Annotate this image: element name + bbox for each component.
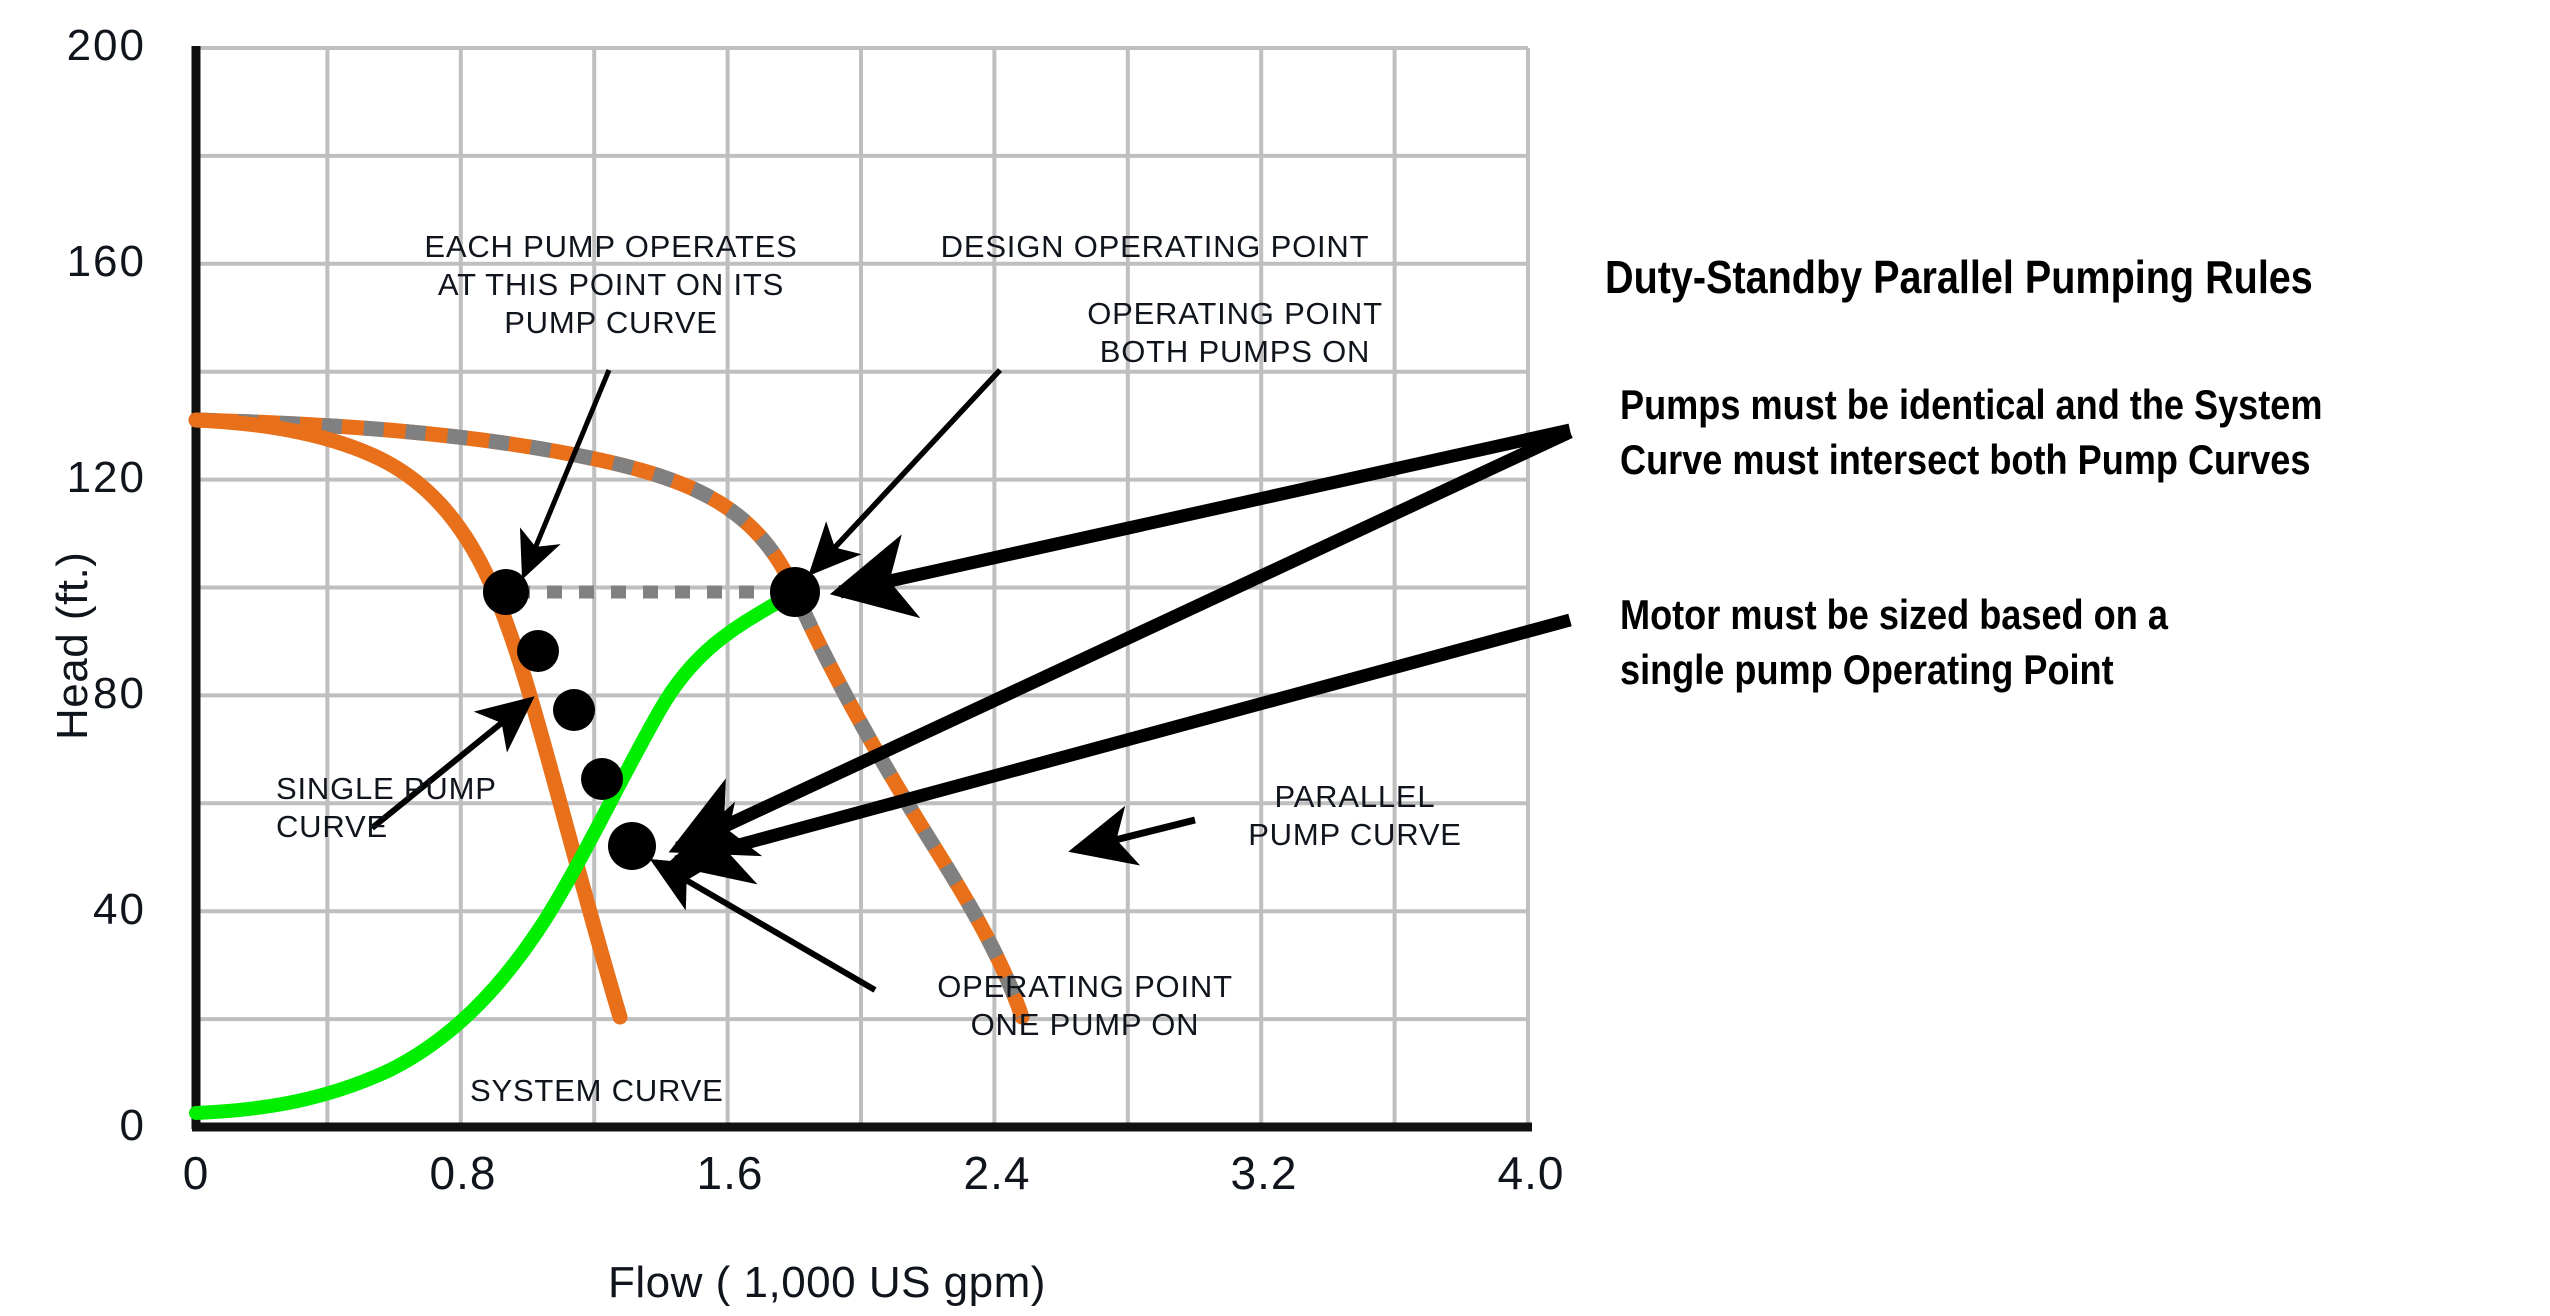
leader-one-pump-on	[649, 858, 877, 993]
y-tick-40: 40	[93, 885, 146, 934]
axis-lines	[191, 46, 1532, 1132]
marker-pump-curve-point-3	[553, 689, 595, 731]
x-tick-3-2: 3.2	[1230, 1147, 1298, 1199]
leader-design-point	[808, 368, 1003, 577]
rule-pointer-design-point	[829, 423, 1572, 619]
callout-system-curve: SYSTEM CURVE	[470, 1073, 724, 1108]
callout-design-operating-point: DESIGN OPERATING POINT	[940, 229, 1370, 264]
leader-parallel-pump-curve	[1068, 805, 1196, 866]
callout-operating-point-one-pump: OPERATING POINT ONE PUMP ON	[937, 969, 1233, 1042]
rule-pointer-one-pump-a	[668, 426, 1573, 857]
rules-title: Duty-Standby Parallel Pumping Rules	[1605, 251, 2313, 303]
grid-horizontal	[194, 46, 1528, 1022]
x-tick-2-4: 2.4	[963, 1147, 1031, 1199]
rules-item-2: Motor must be sized based on a single pu…	[1620, 591, 2168, 693]
y-tick-80: 80	[93, 669, 146, 718]
callout-single-pump-curve: SINGLE PUMP CURVE	[276, 771, 497, 844]
y-tick-0: 0	[119, 1101, 146, 1150]
parallel-pump-curve-dash-overlay	[195, 412, 1030, 1020]
x-tick-0: 0	[182, 1147, 210, 1199]
y-tick-120: 120	[66, 453, 146, 502]
x-tick-0-8: 0.8	[429, 1147, 497, 1199]
x-tick-4-0: 4.0	[1497, 1147, 1565, 1199]
leader-single-pump-curve	[370, 696, 535, 831]
marker-operating-point-one-pump	[608, 822, 656, 870]
marker-design-operating-point	[770, 567, 820, 617]
parallel-pump-curve	[188, 412, 1030, 1025]
marker-each-pump-operating-point	[483, 569, 529, 615]
system-curve	[189, 585, 802, 1120]
callout-each-pump-operates: EACH PUMP OPERATES AT THIS POINT ON ITS …	[424, 229, 798, 340]
y-axis-title: Head (ft.)	[48, 551, 97, 740]
x-axis-title: Flow ( 1,000 US gpm)	[608, 1258, 1046, 1307]
marker-pump-curve-point-4	[581, 758, 623, 800]
data-point-markers	[483, 567, 820, 870]
rules-item-1: Pumps must be identical and the System C…	[1620, 381, 2323, 483]
marker-pump-curve-point-2	[517, 630, 559, 672]
y-tick-160: 160	[66, 237, 146, 286]
leader-each-pump	[519, 369, 612, 580]
callout-operating-point-both-pumps: OPERATING POINT BOTH PUMPS ON	[1087, 296, 1383, 369]
x-tick-1-6: 1.6	[696, 1147, 764, 1199]
callout-parallel-pump-curve: PARALLEL PUMP CURVE	[1248, 779, 1462, 852]
rule-pointer-one-pump-b	[665, 613, 1572, 885]
y-tick-200: 200	[66, 21, 146, 70]
